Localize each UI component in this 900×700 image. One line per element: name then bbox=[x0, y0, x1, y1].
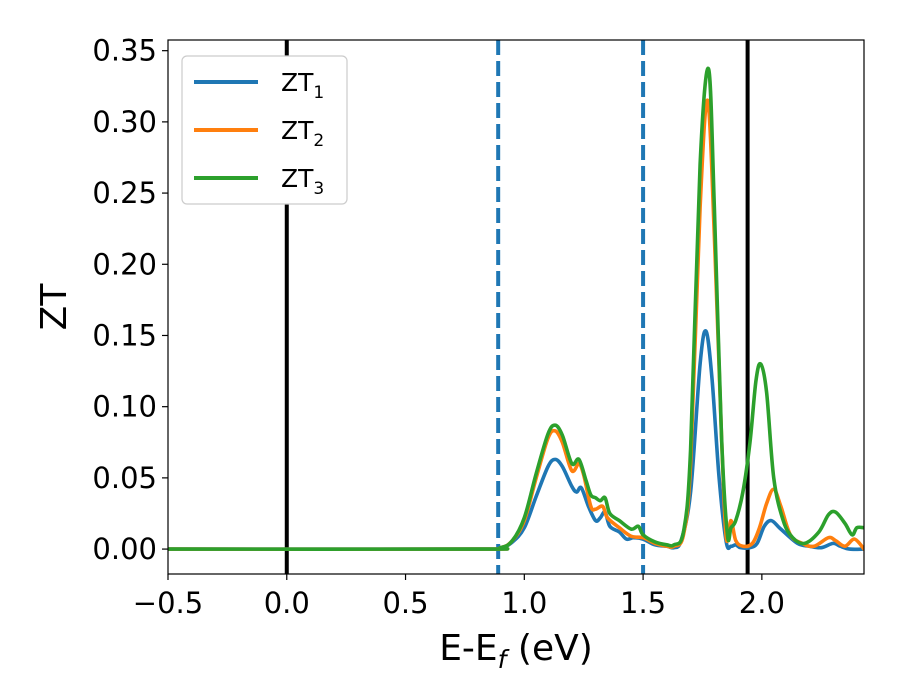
y-tick-label: 0.30 bbox=[92, 105, 157, 139]
y-tick-label: 0.15 bbox=[92, 318, 157, 352]
y-axis-title: ZT bbox=[34, 283, 75, 331]
x-axis-title: E-Ef (eV) bbox=[439, 628, 593, 674]
legend-box bbox=[181, 55, 348, 205]
y-tick-label: 0.10 bbox=[92, 390, 157, 424]
x-tick-label: 1.0 bbox=[501, 586, 547, 620]
legend-label-zt1: ZT1 bbox=[281, 68, 324, 103]
y-tick-label: 0.25 bbox=[92, 176, 157, 210]
plot-frame bbox=[167, 39, 865, 575]
legend-label-zt2: ZT2 bbox=[281, 116, 324, 151]
series-line-zt3 bbox=[168, 66, 864, 551]
y-tick-label: 0.35 bbox=[92, 34, 157, 68]
legend-label-zt3: ZT3 bbox=[281, 164, 324, 199]
y-tick-label: 0.00 bbox=[92, 532, 157, 566]
x-axis-title-unit: (eV) bbox=[506, 628, 592, 669]
x-tick-label: −0.5 bbox=[133, 586, 203, 620]
x-tick-label: 1.5 bbox=[620, 586, 666, 620]
x-tick-label: 0.0 bbox=[264, 586, 310, 620]
legend: ZT1 ZT2 ZT3 bbox=[181, 55, 348, 205]
x-tick-label: 0.5 bbox=[382, 586, 428, 620]
y-tick-label: 0.05 bbox=[92, 461, 157, 495]
y-tick-label: 0.20 bbox=[92, 247, 157, 281]
x-tick-label: 2.0 bbox=[739, 586, 785, 620]
